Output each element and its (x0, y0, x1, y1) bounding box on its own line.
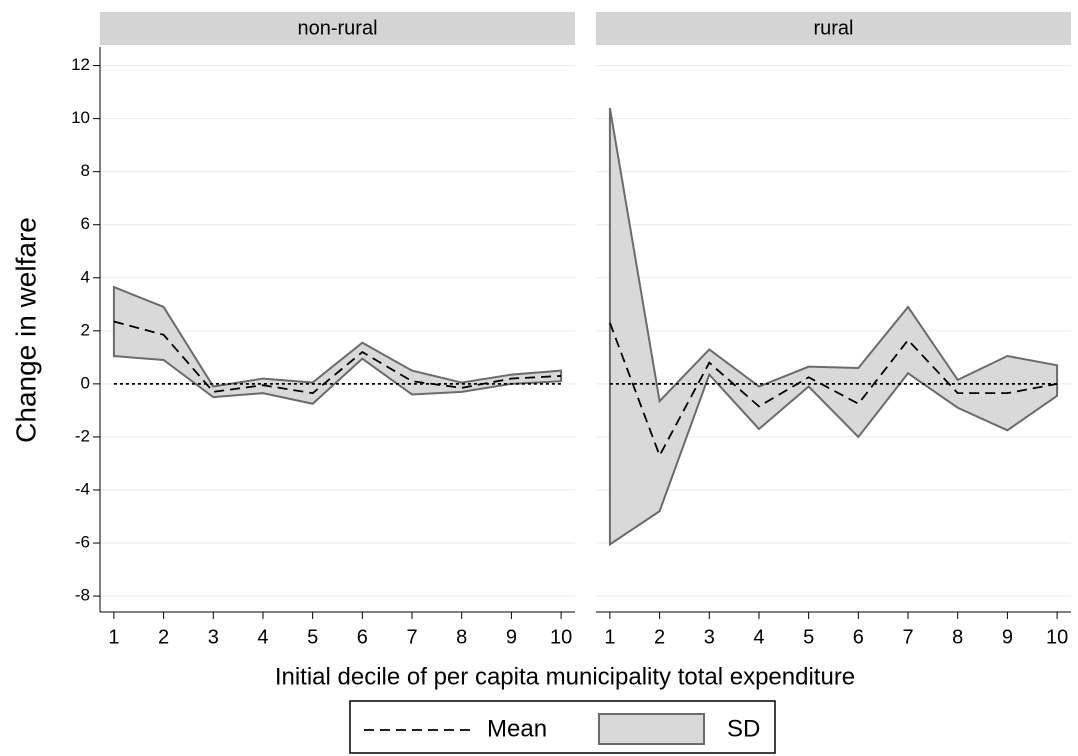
x-tick-label: 8 (456, 626, 467, 648)
x-tick-label: 9 (506, 626, 517, 648)
y-axis-label: Change in welfare (10, 217, 41, 443)
legend-label: SD (727, 715, 760, 742)
panel-header (596, 12, 1071, 45)
y-tick-label: 8 (81, 161, 90, 180)
legend-label: Mean (487, 715, 547, 742)
y-tick-label: 10 (71, 108, 90, 127)
x-tick-label: 2 (654, 626, 665, 648)
x-tick-label: 7 (406, 626, 417, 648)
y-tick-label: 4 (81, 267, 90, 286)
x-tick-label: 2 (158, 626, 169, 648)
sd-band (608, 107, 1059, 547)
y-tick-label: 12 (71, 55, 90, 74)
x-tick-label: 8 (952, 626, 963, 648)
mean-line (609, 322, 1058, 458)
x-tick-label: 3 (704, 626, 715, 648)
x-tick-label: 7 (902, 626, 913, 648)
x-tick-label: 9 (1002, 626, 1013, 648)
x-tick-label: 3 (208, 626, 219, 648)
x-tick-label: 6 (853, 626, 864, 648)
y-tick-label: -8 (75, 586, 90, 605)
panel-header (100, 12, 575, 45)
sd-band (112, 285, 563, 405)
x-tick-label: 10 (1046, 626, 1068, 648)
x-tick-label: 1 (108, 626, 119, 648)
x-tick-label: 1 (604, 626, 615, 648)
y-tick-label: -4 (75, 479, 90, 498)
x-tick-label: 5 (803, 626, 814, 648)
legend-box (349, 700, 776, 754)
y-tick-label: 6 (81, 214, 90, 233)
y-tick-label: -6 (75, 533, 90, 552)
panel-title: rural (813, 17, 853, 39)
x-tick-label: 5 (307, 626, 318, 648)
panel-title: non-rural (297, 17, 377, 39)
x-tick-label: 6 (357, 626, 368, 648)
y-tick-label: 0 (81, 373, 90, 392)
x-axis-label: Initial decile of per capita municipalit… (275, 663, 855, 690)
y-tick-label: 2 (81, 320, 90, 339)
legend-sd-key (598, 713, 705, 745)
y-tick-label: -2 (75, 426, 90, 445)
x-tick-label: 4 (753, 626, 764, 648)
mean-line (113, 320, 562, 395)
x-tick-label: 10 (550, 626, 572, 648)
x-tick-label: 4 (257, 626, 268, 648)
